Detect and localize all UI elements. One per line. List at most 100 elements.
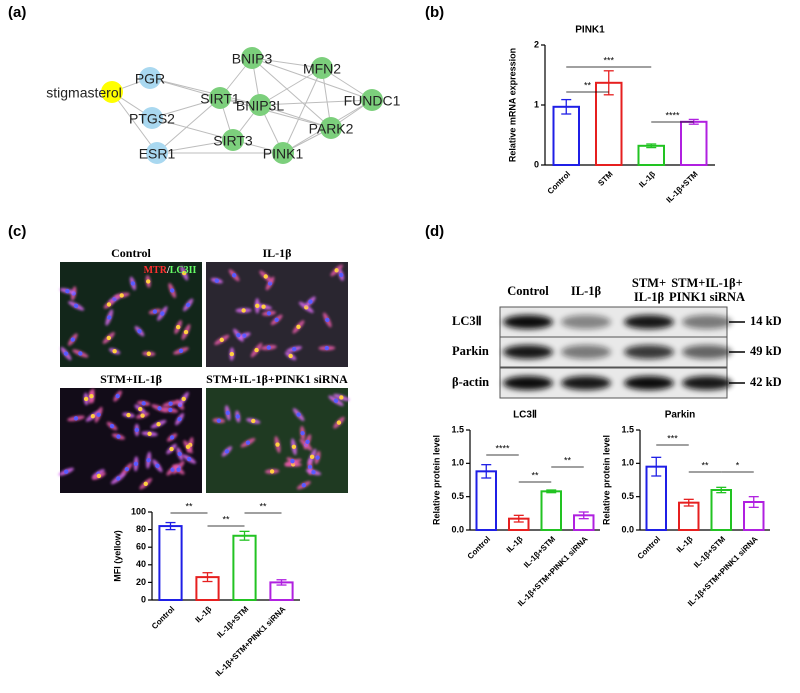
error-bar [578, 511, 589, 520]
nucleus [308, 299, 313, 304]
significance-label: *** [667, 433, 678, 443]
nucleus [266, 311, 272, 316]
nucleus [73, 303, 79, 309]
nucleus [185, 302, 191, 308]
nucleus [152, 309, 158, 314]
nucleus [176, 467, 181, 472]
nucleus [339, 395, 344, 400]
x-tick-label: IL-1β+STM [215, 604, 250, 639]
nucleus [266, 345, 271, 350]
network-node [320, 117, 342, 139]
nucleus [224, 449, 230, 454]
nucleus [169, 435, 175, 440]
node-label: stigmasterol [46, 85, 121, 101]
image-label: STM+IL-1β [100, 372, 162, 386]
nucleus [115, 393, 120, 399]
stain-name: MTR [144, 265, 168, 276]
bar [678, 501, 700, 531]
significance-label: ** [564, 455, 572, 465]
nucleus [263, 274, 268, 279]
band [624, 376, 674, 390]
significance-label: ** [222, 514, 230, 524]
nucleus [160, 311, 165, 316]
nucleus [336, 420, 342, 425]
nucleus [290, 458, 295, 464]
nucleus [109, 423, 115, 429]
network-node [222, 129, 244, 151]
node-label: PTGS2 [129, 111, 175, 127]
band [503, 345, 553, 359]
band-size: 49 kD [750, 344, 782, 358]
nucleus [78, 351, 83, 356]
bar [595, 81, 623, 166]
nucleus [325, 317, 330, 323]
nucleus [183, 329, 189, 335]
nucleus [96, 412, 101, 417]
bar [232, 534, 257, 602]
nucleus [178, 348, 184, 354]
y-tick-label: 1 [534, 99, 539, 109]
nucleus [175, 324, 181, 330]
nucleus [261, 304, 266, 309]
nucleus [168, 407, 173, 413]
nucleus [65, 288, 70, 294]
nucleus [338, 272, 344, 278]
network-edge [151, 97, 221, 119]
network-edge [251, 57, 323, 69]
x-tick-label: IL-1β [194, 604, 214, 624]
nucleus [181, 396, 186, 402]
y-tick-label: 1.5 [451, 424, 464, 434]
nucleus [156, 421, 161, 427]
nucleus [96, 473, 102, 479]
significance-label: ** [259, 501, 267, 511]
error-bar [748, 496, 759, 508]
x-tick-label: STM [596, 169, 615, 188]
panel-label: (b) [425, 4, 444, 21]
node-label: PARK2 [309, 121, 354, 137]
nucleus [124, 466, 130, 472]
error-bar [513, 514, 524, 523]
band [561, 376, 611, 390]
y-axis-label: MFI (yellow) [112, 530, 122, 582]
error-bar [561, 98, 572, 115]
bar [710, 489, 732, 531]
panel-label: (d) [425, 223, 444, 240]
network-edge [259, 104, 332, 129]
nucleus [291, 444, 297, 449]
nucleus [83, 396, 89, 402]
x-tick-label: IL-1β+STM+PINK1 siRNA [516, 534, 590, 608]
nucleus [63, 351, 69, 356]
x-tick-label: Control [466, 535, 492, 561]
network-node [141, 107, 163, 129]
bar [680, 120, 708, 167]
x-tick-label: Control [150, 605, 176, 631]
x-tick-label: IL-1β [505, 534, 525, 554]
network-node [101, 81, 123, 103]
nucleus [141, 401, 146, 406]
nucleus [231, 273, 237, 278]
band [682, 376, 732, 390]
nucleus [229, 351, 235, 357]
nucleus [324, 345, 330, 351]
y-tick-label: 0 [141, 594, 146, 604]
network-edge [151, 117, 234, 141]
x-tick-label: Control [636, 535, 662, 561]
nucleus [119, 293, 124, 298]
nucleus [251, 418, 256, 424]
error-bar [481, 464, 492, 479]
network-edge [156, 97, 221, 154]
significance-label: *** [603, 55, 614, 65]
nucleus [274, 317, 279, 323]
nucleus [225, 410, 230, 416]
nucleus [168, 401, 173, 406]
nucleus [70, 337, 76, 342]
x-tick-label: IL-1β [637, 169, 657, 189]
nucleus [242, 333, 247, 338]
band [682, 345, 732, 359]
y-axis-label: Relative protein level [601, 435, 611, 525]
nucleus [169, 288, 175, 293]
stain-name: LC3II [170, 265, 197, 276]
significance-label: ** [701, 460, 709, 470]
network-edge [282, 67, 323, 154]
